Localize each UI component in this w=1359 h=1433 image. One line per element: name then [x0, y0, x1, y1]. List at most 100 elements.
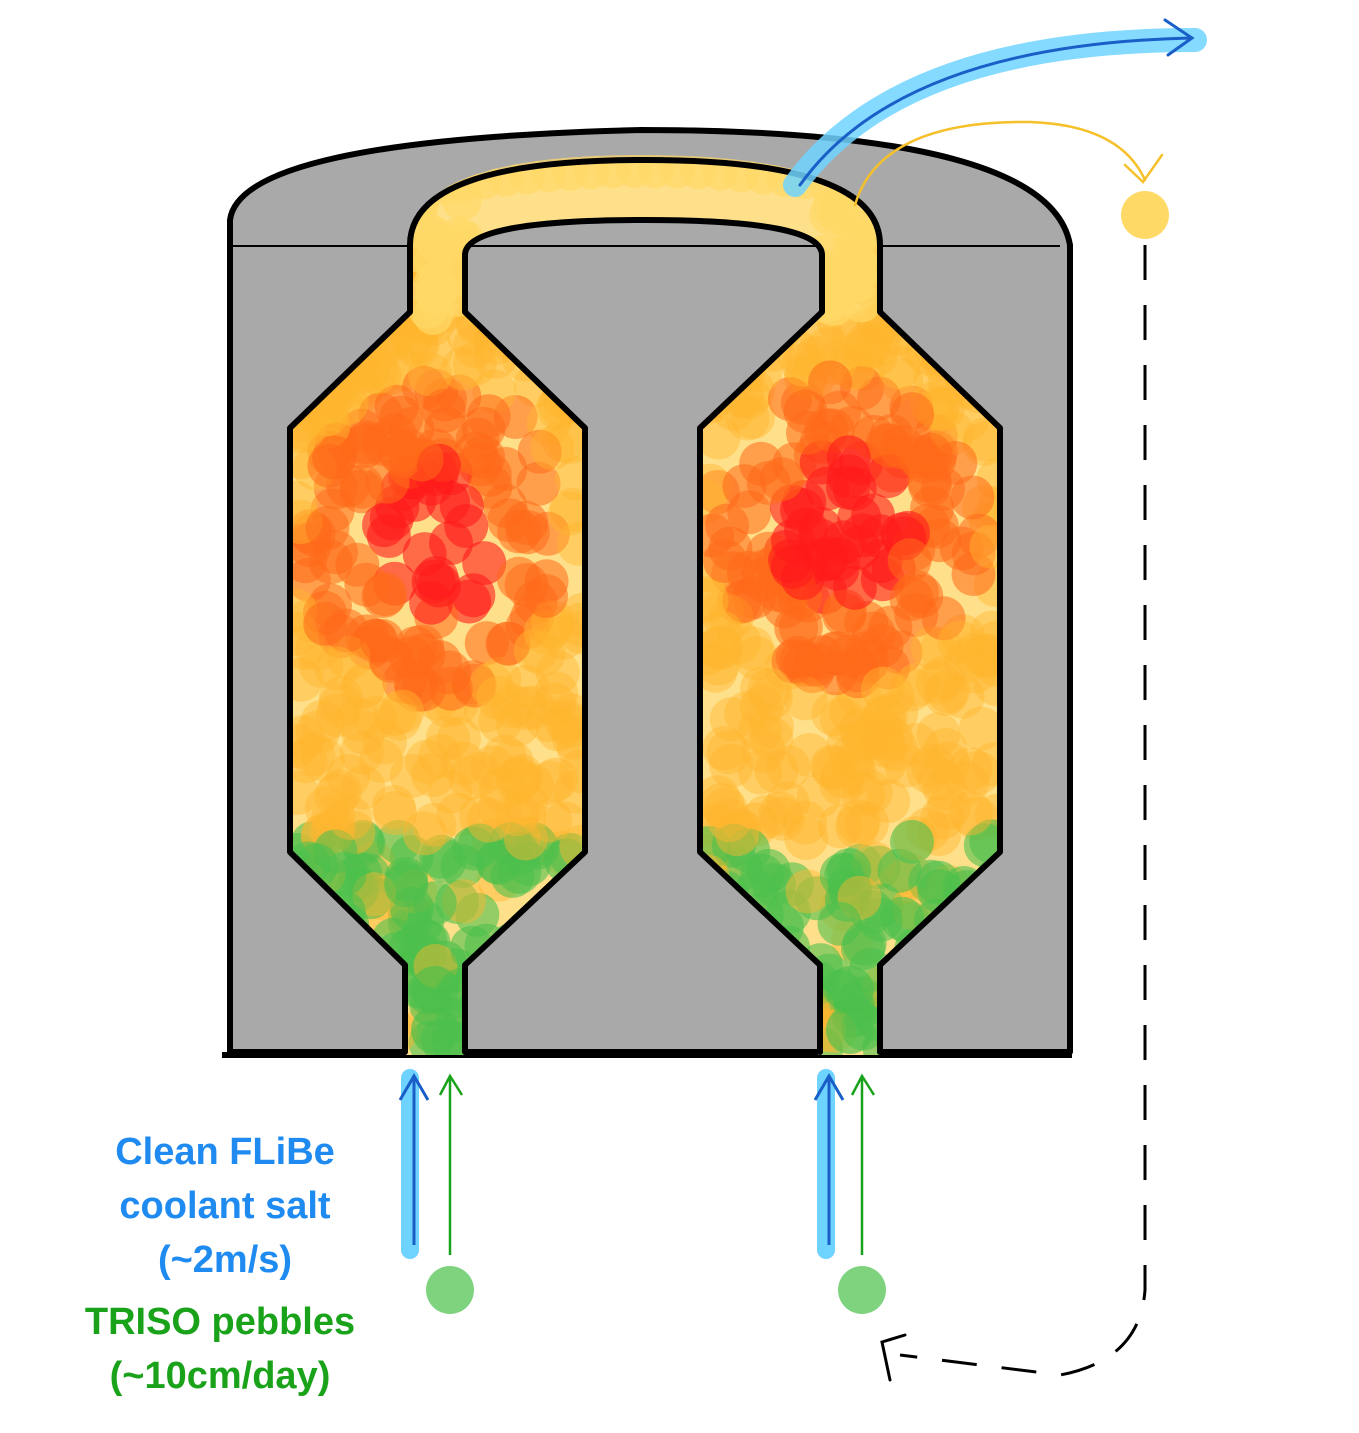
cool-pebble — [368, 350, 413, 395]
cool-pebble — [428, 769, 473, 814]
cool-pebble — [724, 691, 769, 736]
hot-pebble — [451, 573, 496, 618]
cool-pebble — [874, 690, 919, 735]
cool-pebble — [299, 643, 344, 688]
cool-pebble — [318, 683, 363, 728]
warm-pebble — [461, 435, 506, 480]
cool-pebble — [854, 332, 899, 377]
warm-pebble — [305, 506, 350, 550]
cool-pebble — [411, 752, 456, 797]
cool-pebble — [812, 746, 856, 791]
warm-pebble — [808, 360, 853, 405]
cool-pebble — [750, 704, 794, 749]
cool-pebble — [377, 696, 422, 741]
cool-pebble — [311, 795, 356, 840]
fresh-pebble — [826, 1006, 874, 1054]
cool-pebble — [513, 628, 558, 673]
cool-pebble — [696, 415, 741, 460]
fresh-pebble — [740, 853, 785, 898]
cool-pebble — [412, 802, 457, 847]
cool-pebble — [911, 743, 956, 788]
warm-pebble — [312, 435, 357, 480]
cool-pebble — [335, 697, 380, 742]
cool-pebble — [948, 747, 993, 792]
pebble-outflow-arrow — [853, 120, 1164, 207]
cool-pebble — [521, 632, 566, 677]
cool-pebble — [339, 730, 384, 775]
cool-pebble — [341, 710, 386, 755]
cool-pebble — [703, 787, 748, 832]
right-pebble-arrow — [850, 1073, 876, 1255]
warm-pebble — [786, 410, 830, 455]
cool-pebble — [969, 610, 1000, 655]
cool-pebble — [326, 754, 371, 799]
left-fresh-pebble — [426, 1266, 474, 1314]
cool-pebble — [509, 763, 554, 808]
cool-pebble — [819, 761, 864, 806]
warm-pebble — [505, 510, 550, 555]
cool-pebble — [844, 323, 889, 368]
fresh-pebble — [451, 826, 496, 871]
cool-pebble — [734, 636, 779, 681]
cool-pebble — [840, 328, 885, 372]
cool-pebble — [495, 792, 540, 837]
warm-pebble — [768, 377, 812, 421]
cool-pebble — [536, 707, 581, 752]
cool-pebble — [395, 324, 440, 369]
cool-pebble — [830, 314, 875, 359]
cool-pebble — [695, 775, 740, 820]
cool-pebble — [738, 708, 783, 753]
cool-pebble — [290, 739, 328, 784]
warm-pebble — [422, 388, 467, 433]
cool-pebble — [408, 352, 452, 397]
cool-pebble — [783, 800, 828, 845]
cool-pebble — [862, 741, 907, 786]
cool-pebble — [974, 662, 1000, 707]
cool-pebble — [702, 726, 747, 771]
salt-pebble — [415, 267, 456, 308]
cool-pebble — [953, 649, 998, 694]
cool-pebble — [969, 524, 1000, 569]
warm-pebble — [857, 376, 902, 421]
cool-pebble — [709, 697, 754, 742]
hot-pebble — [832, 466, 877, 511]
hot-salt-outflow-arrow — [798, 18, 1195, 187]
cool-pebble — [290, 723, 319, 768]
cool-pebble — [466, 798, 511, 843]
fresh-pebble — [826, 966, 874, 1014]
cool-pebble — [917, 757, 962, 801]
cool-pebble — [783, 676, 828, 721]
cool-pebble — [844, 801, 889, 846]
cool-pebble — [390, 754, 435, 798]
cool-pebble — [820, 754, 865, 798]
cool-pebble — [373, 791, 418, 835]
cool-pebble — [503, 816, 548, 861]
cool-pebble — [830, 735, 875, 779]
cool-pebble — [894, 723, 939, 767]
coolant-label-line2: coolant salt — [119, 1185, 331, 1227]
channel-outlines — [287, 157, 1003, 1055]
cool-pebble — [846, 326, 891, 371]
hot-pebble — [439, 483, 484, 528]
cool-pebble — [836, 799, 881, 844]
cool-pebble — [499, 754, 544, 798]
cool-pebble — [855, 323, 900, 368]
cool-pebble — [959, 706, 1000, 751]
cool-pebble — [859, 716, 904, 761]
cool-pebble — [448, 756, 493, 801]
cool-pebble — [906, 749, 951, 794]
cool-pebble — [318, 676, 363, 721]
cool-pebble — [707, 798, 752, 843]
cool-pebble — [436, 792, 481, 837]
cool-pebble — [861, 666, 905, 711]
cool-pebble — [848, 770, 893, 815]
cool-pebble — [523, 610, 568, 655]
cool-pebble — [739, 666, 784, 711]
cool-pebble — [532, 682, 577, 727]
warm-pebble — [344, 562, 389, 607]
cool-pebble — [956, 750, 1000, 795]
cool-pebble — [811, 691, 856, 736]
cool-pebble — [380, 689, 425, 734]
cool-pebble — [810, 744, 854, 789]
cool-pebble — [699, 610, 744, 655]
